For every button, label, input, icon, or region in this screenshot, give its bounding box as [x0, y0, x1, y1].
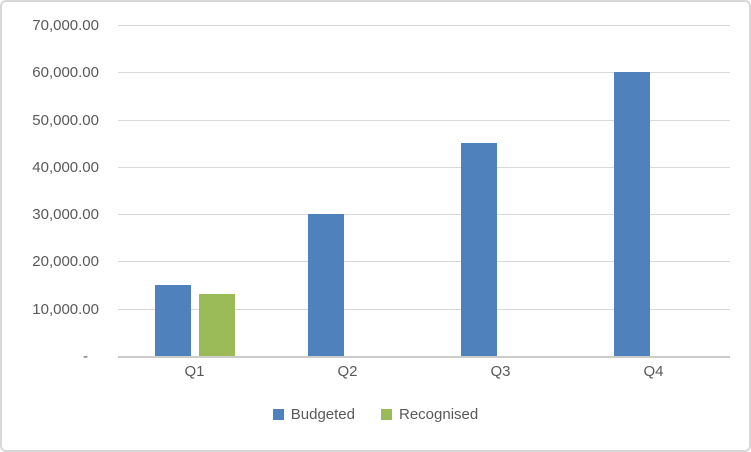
gridline-10000: [118, 308, 730, 310]
legend-label-recognised: Recognised: [399, 406, 479, 423]
chart-legend: Budgeted Recognised: [2, 406, 749, 423]
y-tick-label-30000: 30,000.00: [32, 206, 99, 224]
x-axis-line: [118, 356, 730, 358]
y-tick-label-10000: 10,000.00: [32, 300, 99, 318]
bar-budgeted-q2[interactable]: [307, 213, 344, 357]
bars-container: [118, 26, 730, 357]
y-tick-label-0: -: [83, 348, 88, 365]
legend-swatch-recognised: [381, 409, 392, 420]
plot-area: [118, 25, 730, 358]
gridline-50000: [118, 119, 730, 121]
legend-item-budgeted[interactable]: Budgeted: [272, 406, 355, 423]
category-group-q3: [424, 26, 577, 357]
category-group-q1: [118, 26, 271, 357]
bar-budgeted-q1[interactable]: [154, 285, 191, 357]
y-tick-label-40000: 40,000.00: [32, 158, 99, 176]
bar-recognised-q1[interactable]: [198, 294, 235, 357]
legend-item-recognised[interactable]: Recognised: [381, 406, 478, 423]
category-group-q2: [271, 26, 424, 357]
legend-label-budgeted: Budgeted: [290, 406, 355, 423]
y-tick-label-20000: 20,000.00: [32, 253, 99, 271]
legend-swatch-budgeted: [272, 409, 284, 420]
gridline-60000: [118, 72, 730, 74]
gridline-20000: [118, 261, 730, 263]
y-tick-label-50000: 50,000.00: [32, 111, 99, 129]
x-category-label-q3: Q3: [490, 363, 511, 380]
gridline-40000: [118, 166, 730, 168]
x-axis-category-labels: Q1 Q2 Q3 Q4: [118, 363, 730, 380]
x-category-label-q4: Q4: [643, 363, 664, 380]
x-category-label-q1: Q1: [184, 363, 205, 380]
y-axis-tick-labels: - 10,000.00 20,000.00 30,000.00 40,000.00 50,…: [2, 2, 99, 450]
bar-budgeted-q3[interactable]: [460, 143, 497, 357]
gridline-70000: [118, 25, 730, 26]
gridline-30000: [118, 214, 730, 216]
y-tick-label-70000: 70,000.00: [32, 17, 99, 34]
x-category-label-q2: Q2: [337, 363, 358, 380]
category-group-q4: [577, 26, 730, 357]
bar-budgeted-q4[interactable]: [613, 72, 650, 357]
y-tick-label-60000: 60,000.00: [32, 64, 99, 82]
